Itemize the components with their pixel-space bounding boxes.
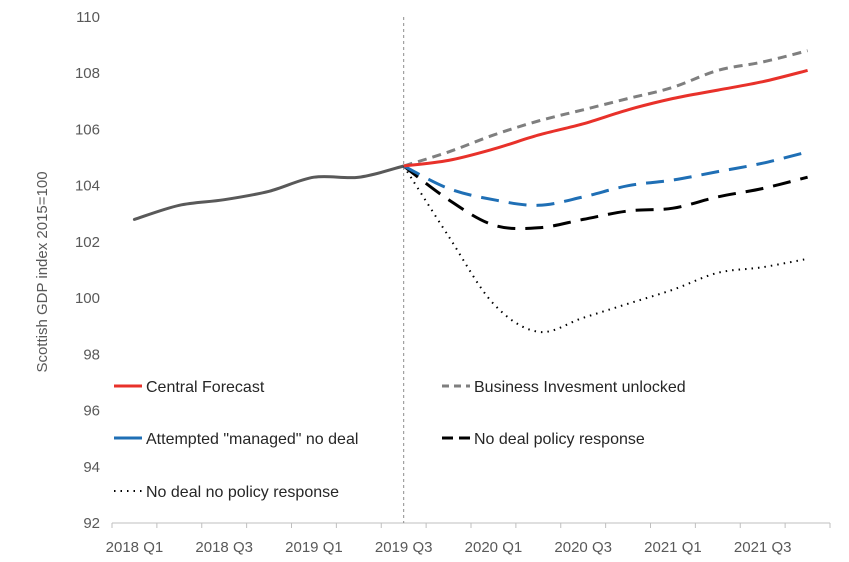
y-axis-title: Scottish GDP index 2015=100	[34, 171, 51, 372]
y-tick-label: 108	[75, 65, 100, 82]
x-tick-label: 2019 Q1	[285, 539, 343, 556]
series-line-history	[132, 164, 406, 221]
x-tick-label: 2019 Q3	[375, 539, 433, 556]
x-tick-label: 2021 Q1	[644, 539, 702, 556]
series-line-business-invesment-unlocked	[403, 49, 808, 168]
legend-label: Central Forecast	[146, 379, 265, 396]
legend-label: Attempted "managed" no deal	[146, 431, 358, 448]
y-tick-label: 100	[75, 290, 100, 307]
x-tick-label: 2018 Q3	[195, 539, 253, 556]
y-tick-label: 96	[83, 403, 100, 420]
legend-label: Business Invesment unlocked	[474, 379, 686, 396]
series-line-no-deal-policy-response	[402, 164, 808, 231]
y-tick-label: 110	[76, 9, 100, 26]
series-lines	[132, 49, 808, 334]
axes: 92 94 96 98 100 102 104 106 108 110 2018 Q1 2018 Q3…	[75, 9, 831, 556]
series-line-attempted-managed-no-deal	[403, 150, 808, 207]
y-tick-label: 92	[83, 515, 100, 532]
legend: Central Forecast Business Invesment unloc…	[114, 379, 686, 501]
series-line-central-forecast	[403, 68, 808, 168]
legend-label: No deal no policy response	[146, 484, 339, 501]
x-tick-label: 2021 Q3	[734, 539, 792, 556]
x-tick-label: 2020 Q3	[554, 539, 612, 556]
x-tick-label: 2020 Q1	[465, 539, 523, 556]
legend-label: No deal policy response	[474, 431, 645, 448]
y-tick-label: 102	[75, 234, 100, 251]
x-tick-label: 2018 Q1	[106, 539, 164, 556]
y-tick-label: 94	[83, 459, 100, 476]
y-tick-label: 104	[75, 178, 100, 195]
y-tick-label: 98	[83, 346, 100, 363]
y-tick-label: 106	[75, 121, 100, 138]
